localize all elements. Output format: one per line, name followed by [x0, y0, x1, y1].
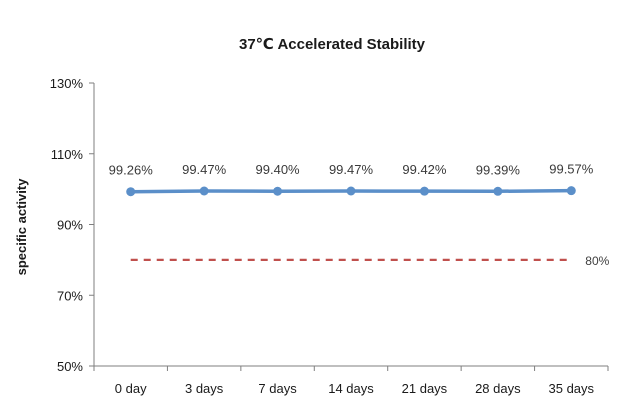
x-tick-labels: 0 day 3 days 7 days 14 days 21 days 28 days 35…: [115, 381, 595, 396]
data-label: 99.40%: [256, 162, 301, 177]
data-point: [419, 186, 429, 196]
data-label: 99.47%: [182, 162, 227, 177]
data-point: [126, 187, 136, 197]
x-tick-label: 21 days: [402, 381, 448, 396]
data-label: 99.42%: [402, 162, 447, 177]
reference-line-group: 80%: [130, 254, 610, 268]
y-tick-label: 70%: [57, 288, 83, 303]
y-tick-label: 130%: [50, 76, 84, 91]
y-tick-labels: 50% 70% 90% 110% 130%: [50, 76, 84, 374]
y-tick-label: 90%: [57, 218, 83, 233]
chart-title: 37℃ Accelerated Stability: [239, 36, 426, 53]
data-point: [566, 186, 576, 196]
reference-line-label: 80%: [585, 254, 609, 268]
data-point: [493, 186, 503, 196]
data-label: 99.57%: [549, 162, 594, 177]
data-label: 99.47%: [329, 162, 374, 177]
data-point: [346, 186, 356, 196]
y-tick-label: 50%: [57, 359, 83, 374]
x-tick-label: 0 day: [115, 381, 147, 396]
data-label: 99.26%: [109, 163, 154, 178]
y-tick-label: 110%: [51, 147, 84, 162]
x-tick-label: 3 days: [185, 381, 224, 396]
x-tick-label: 14 days: [328, 381, 374, 396]
x-tick-label: 28 days: [475, 381, 521, 396]
series-group: 99.26% 99.47% 99.40% 99.47% 99.42% 99.39% 99.5…: [109, 162, 594, 197]
y-axis-label: specific activity: [14, 178, 29, 276]
data-point: [273, 186, 283, 196]
x-tick-label: 7 days: [258, 381, 297, 396]
data-label: 99.39%: [476, 162, 521, 177]
x-tick-label: 35 days: [549, 381, 595, 396]
data-point: [199, 186, 209, 196]
axes: [89, 82, 609, 371]
